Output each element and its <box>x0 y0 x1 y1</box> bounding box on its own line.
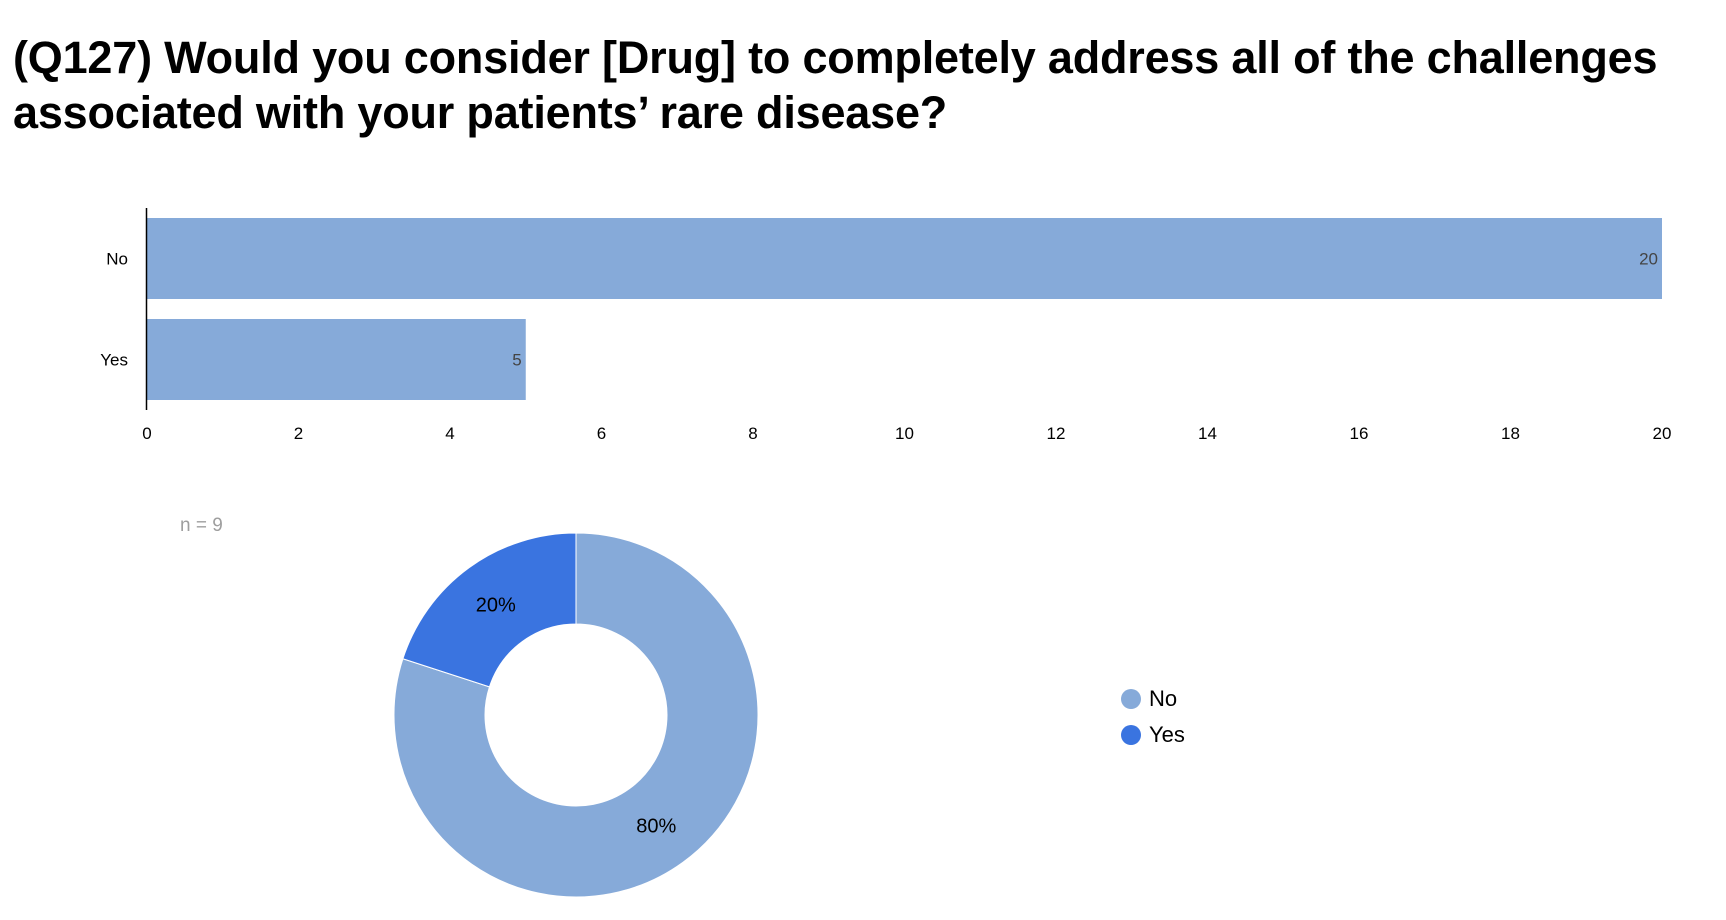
x-tick-label: 4 <box>445 424 454 443</box>
x-tick-label: 6 <box>597 424 606 443</box>
x-tick-label: 10 <box>895 424 914 443</box>
x-tick-label: 12 <box>1047 424 1066 443</box>
x-tick-label: 2 <box>294 424 303 443</box>
legend-swatch <box>1121 725 1141 745</box>
x-tick-label: 0 <box>142 424 151 443</box>
x-tick-label: 14 <box>1198 424 1217 443</box>
donut-chart: 80% 20% <box>393 532 759 898</box>
x-tick-label: 20 <box>1653 424 1672 443</box>
x-tick-label: 8 <box>748 424 757 443</box>
data-label-yes: 5 <box>512 351 521 370</box>
bar-chart: No 20 Yes 5 0 2 4 6 8 10 12 14 16 18 20 <box>100 208 1671 443</box>
donut-legend: No Yes <box>1121 681 1185 753</box>
sample-size-note: n = 9 <box>180 515 223 536</box>
x-tick-label: 18 <box>1501 424 1520 443</box>
category-label-no: No <box>106 250 128 269</box>
bar-yes <box>147 319 526 400</box>
legend-item-yes: Yes <box>1121 717 1185 753</box>
page-title: (Q127) Would you consider [Drug] to comp… <box>13 32 1658 138</box>
legend-item-no: No <box>1121 681 1185 717</box>
legend-label: Yes <box>1149 722 1185 747</box>
category-label-yes: Yes <box>100 351 128 370</box>
data-label-no: 20 <box>1639 250 1658 269</box>
legend-swatch <box>1121 689 1141 709</box>
x-tick-label: 16 <box>1350 424 1369 443</box>
slice-label-no: 80% <box>636 815 676 837</box>
legend-label: No <box>1149 686 1178 711</box>
bar-no <box>147 218 1662 299</box>
slice-label-yes: 20% <box>476 595 516 617</box>
donut-slice-no <box>393 532 759 898</box>
donut-slice-yes <box>402 532 577 688</box>
